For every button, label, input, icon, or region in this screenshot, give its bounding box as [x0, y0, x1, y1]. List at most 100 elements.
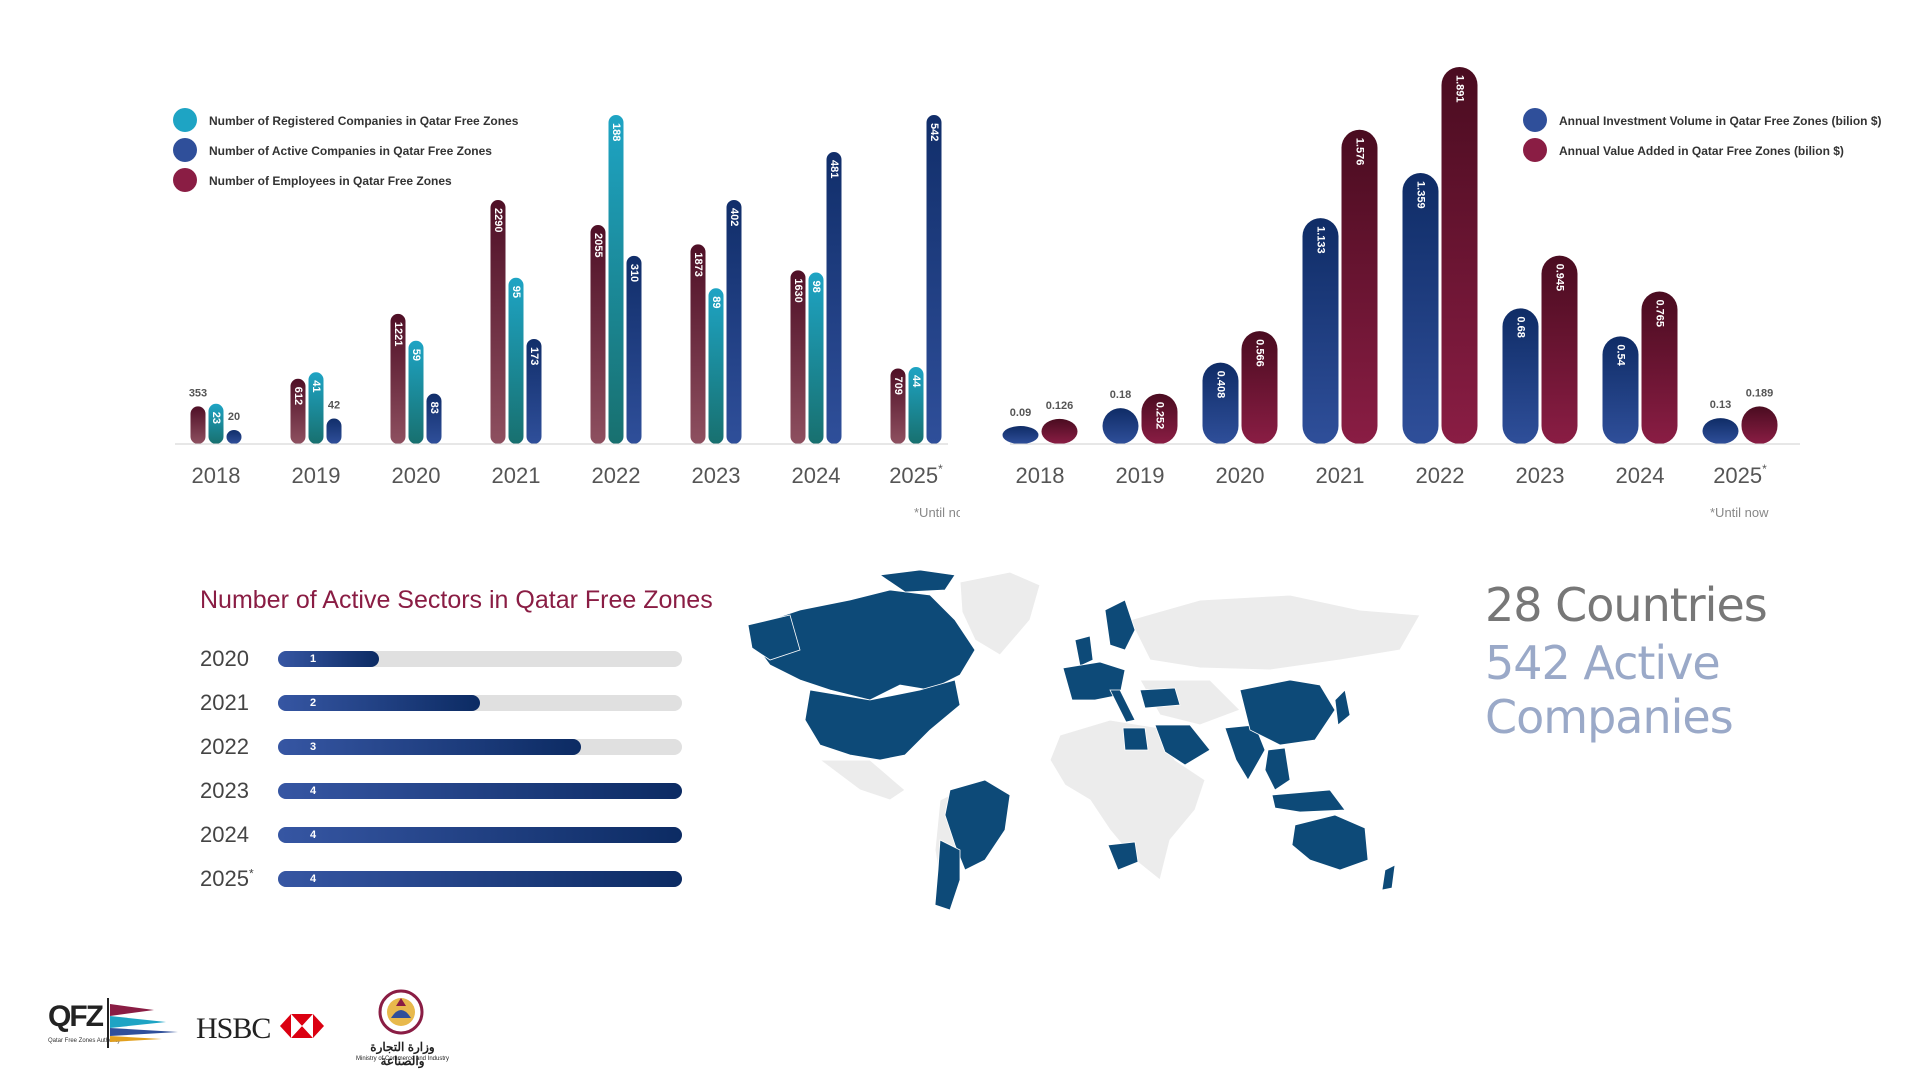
chart2-x-axis: 2018 2019 2020 2021 2022 2023 2024 2025* — [1016, 462, 1768, 488]
bar-0-7 — [1702, 418, 1739, 444]
bar-value-label: 0.54 — [1615, 344, 1627, 366]
x-tick-label: 2021 — [492, 463, 541, 488]
bar-value-label: 1.133 — [1315, 226, 1327, 254]
bar-value-label: 42 — [328, 400, 340, 412]
sector-year: 2020 — [200, 646, 249, 671]
sector-year: 2022 — [200, 734, 249, 759]
bar-value-label: 0.566 — [1254, 339, 1266, 367]
bar-value-label: 95 — [510, 286, 522, 298]
sector-year: 2021 — [200, 690, 249, 715]
map-china — [1239, 679, 1336, 746]
x-tick-label: 2025* — [889, 462, 943, 488]
map-brazil — [944, 779, 1011, 871]
sector-bar-value: 2 — [310, 697, 317, 709]
bar-0-4 — [1402, 173, 1439, 445]
bar-0-3 — [1302, 218, 1339, 444]
map-uk — [1074, 635, 1094, 667]
sector-year: 2025* — [200, 866, 254, 891]
bar-value-label: 59 — [410, 349, 422, 361]
bar-value-label: 89 — [710, 296, 722, 308]
bar-1-1 — [308, 372, 324, 444]
bar-1-5 — [1541, 255, 1578, 444]
bar-value-label: 1.576 — [1354, 138, 1366, 166]
bar-value-label: 612 — [292, 387, 304, 405]
legend-marker — [1523, 108, 1547, 132]
sector-bar-track: 2 — [278, 695, 682, 711]
legend-marker — [173, 168, 197, 192]
bar-value-label: 20 — [228, 411, 240, 423]
bar-1-5 — [708, 288, 724, 444]
map-canada — [754, 589, 976, 701]
bar-value-label: 83 — [428, 402, 440, 414]
bar-value-label: 0.252 — [1154, 402, 1166, 430]
map-italy — [1109, 689, 1136, 723]
bar-1-7 — [908, 367, 924, 444]
map-south-america-west — [934, 789, 961, 882]
qfz-logo-subtitle: Qatar Free Zones Authority — [48, 1038, 121, 1044]
bar-2-0 — [226, 430, 242, 444]
chart1-footnote: *Until now — [914, 505, 960, 520]
bar-0-5 — [690, 244, 706, 444]
x-tick-label: 2022 — [1416, 463, 1465, 488]
logos-footer: QFZ Qatar Free Zones Authority HSBC وزار… — [48, 988, 498, 1068]
bar-value-label: 0.765 — [1654, 299, 1666, 327]
x-tick-label: 2020 — [392, 463, 441, 488]
bar-2-3 — [526, 338, 542, 444]
bar-1-2 — [1241, 331, 1278, 444]
legend-label: Number of Registered Companies in Qatar … — [209, 114, 519, 128]
bar-value-label: 0.945 — [1554, 264, 1566, 292]
bar-value-label: 310 — [628, 264, 640, 282]
sector-bar-track: 3 — [278, 739, 682, 755]
sector-bar-value: 4 — [310, 829, 317, 841]
bar-1-4 — [608, 115, 624, 444]
bar-value-label: 1221 — [392, 322, 404, 346]
legend-marker — [173, 138, 197, 162]
chart1-bars: 353 23 20 612 41 42 1221 59 83 2290 95 173 2055 188 31… — [189, 115, 942, 444]
x-tick-label: 2020 — [1216, 463, 1265, 488]
x-tick-label: 2018 — [1016, 463, 1065, 488]
bar-1-0 — [1041, 418, 1078, 444]
bar-value-label: 98 — [810, 281, 822, 293]
bar-value-label: 481 — [828, 160, 840, 178]
bar-1-2 — [408, 340, 424, 444]
bar-value-label: 1873 — [692, 252, 704, 276]
sector-bar-fill — [278, 783, 682, 799]
sector-bar-fill — [278, 827, 682, 843]
map-central-asia — [1139, 679, 1241, 726]
sector-bar-value: 4 — [310, 873, 317, 885]
bar-1-4 — [1441, 67, 1478, 444]
bar-1-7 — [1741, 406, 1778, 444]
bar-value-label: 402 — [728, 208, 740, 226]
sector-bar-track: 1 — [278, 651, 682, 667]
x-tick-label: 2022 — [592, 463, 641, 488]
bar-1-0 — [208, 403, 224, 444]
sector-row-5: 2025* 4 — [200, 857, 760, 901]
map-egypt — [1122, 727, 1149, 751]
active-companies-count: 542 Active Companies — [1485, 636, 1734, 744]
bar-value-label: 0.189 — [1746, 387, 1774, 399]
active-sectors-panel: Number of Active Sectors in Qatar Free Z… — [200, 586, 760, 901]
bar-0-6 — [790, 270, 806, 444]
bar-2-5 — [726, 199, 742, 444]
moci-logo-english: Ministry of Commerce and Industry — [355, 1056, 450, 1062]
companies-employees-chart: Number of Registered Companies in Qatar … — [173, 108, 960, 520]
bar-0-4 — [590, 225, 606, 444]
chart1-legend: Number of Registered Companies in Qatar … — [173, 108, 519, 192]
sector-bar-fill — [278, 651, 379, 667]
sector-row-1: 2021 2 — [200, 681, 760, 725]
bar-0-3 — [490, 200, 506, 444]
map-western-europe — [1062, 661, 1126, 701]
map-russia — [1129, 594, 1421, 671]
bar-0-1 — [1102, 408, 1139, 444]
bar-value-label: 0.18 — [1110, 389, 1131, 401]
x-tick-label: 2021 — [1316, 463, 1365, 488]
sector-bar-track: 4 — [278, 827, 682, 843]
map-canada-islands — [878, 569, 956, 593]
hsbc-hexagon-icon — [280, 1014, 324, 1038]
map-turkey — [1139, 687, 1181, 709]
bar-value-label: 2290 — [492, 208, 504, 232]
sector-row-0: 2020 1 — [200, 637, 760, 681]
bar-0-6 — [1602, 336, 1639, 444]
bar-2-1 — [326, 418, 342, 444]
legend-label: Annual Value Added in Qatar Free Zones (… — [1559, 144, 1844, 158]
